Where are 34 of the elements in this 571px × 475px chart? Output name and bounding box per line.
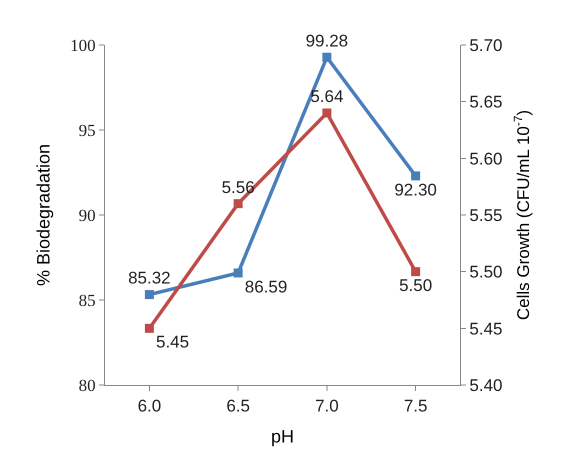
point	[234, 199, 243, 208]
point	[234, 268, 243, 278]
x-tick-label: 6.0	[138, 396, 162, 416]
data-label: 85.32	[128, 268, 171, 288]
x-tick-label: 7.0	[315, 396, 339, 416]
point	[411, 267, 420, 276]
y2-tick-label: 5.40	[469, 376, 502, 395]
point	[144, 290, 154, 300]
y2-tick-label: 5.70	[469, 36, 502, 55]
data-label: 99.28	[306, 31, 348, 50]
y-tick-label: 100	[70, 36, 96, 55]
data-label: 92.30	[394, 180, 437, 200]
x-tick-label: 6.5	[226, 396, 250, 416]
y2-tick-label: 5.50	[469, 262, 502, 282]
y-tick-label: 80	[78, 376, 96, 395]
point	[144, 324, 154, 333]
y2-tick-label: 5.45	[469, 319, 502, 338]
point	[411, 171, 420, 180]
x-axis-title: pH	[270, 426, 294, 446]
y-tick-label: 95	[78, 120, 96, 140]
data-label: 5.50	[399, 276, 432, 296]
data-label: 5.45	[156, 332, 190, 352]
y-axis-title: % Biodegradation	[33, 144, 54, 286]
y2-tick-label: 5.65	[469, 92, 502, 112]
x-tick-label: 7.5	[404, 396, 428, 416]
point	[322, 52, 332, 62]
y-tick-label: 85	[78, 290, 96, 310]
y2-tick-label: 5.55	[469, 206, 502, 225]
y-tick-label: 90	[78, 206, 96, 225]
data-label: 5.56	[222, 178, 255, 197]
data-label: 86.59	[244, 277, 288, 296]
data-label: 5.64	[310, 87, 344, 106]
point	[322, 108, 332, 118]
y2-tick-label: 5.60	[469, 149, 502, 168]
